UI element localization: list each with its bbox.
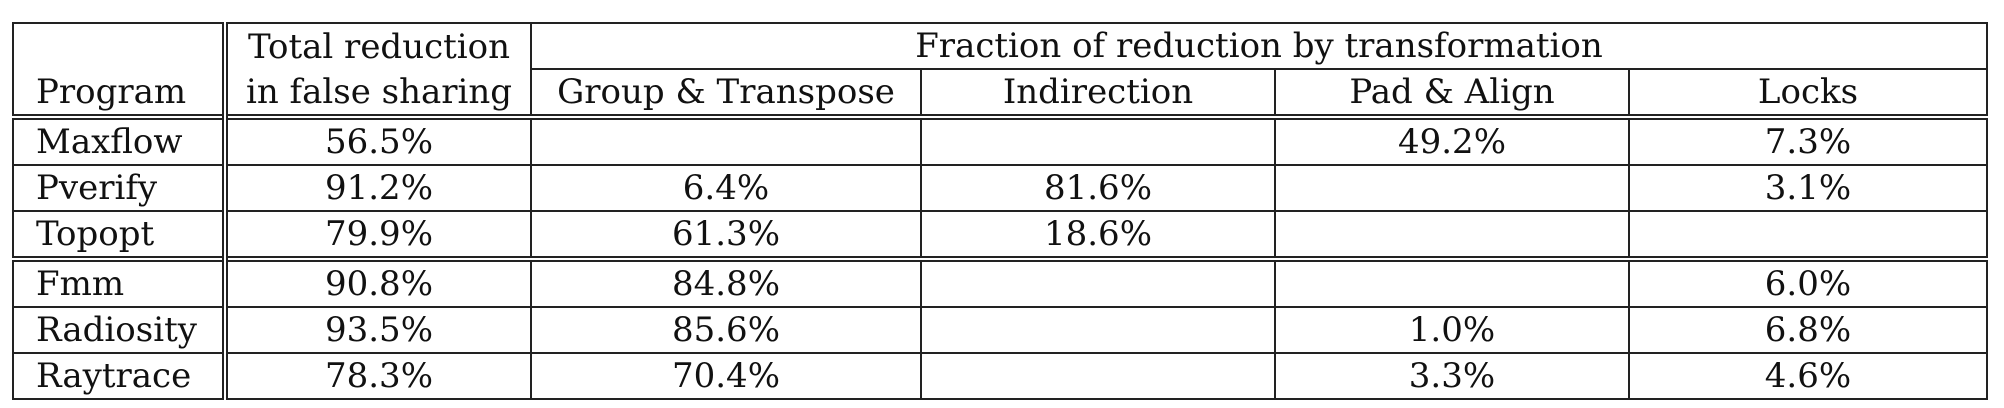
locks-value xyxy=(1628,210,1988,260)
header-row-1: Total reduction Fraction of reduction by… xyxy=(12,22,1988,70)
header-program-spacer xyxy=(12,22,228,69)
locks-value: 4.6% xyxy=(1628,352,1988,400)
total-reduction: 79.9% xyxy=(224,210,532,260)
program-name: Topopt xyxy=(12,210,228,260)
pad-align-value: 3.3% xyxy=(1274,352,1630,400)
header-program: Program xyxy=(12,69,228,118)
header-indirection: Indirection xyxy=(920,68,1276,118)
indirection-value xyxy=(920,306,1276,354)
table-row: Fmm 90.8% 84.8% 6.0% xyxy=(12,256,1988,308)
group-transpose-value xyxy=(530,114,922,166)
program-name: Radiosity xyxy=(12,306,228,354)
indirection-value xyxy=(920,352,1276,400)
table-row: Maxflow 56.5% 49.2% 7.3% xyxy=(12,114,1988,166)
group-transpose-value: 84.8% xyxy=(530,256,922,308)
total-reduction: 56.5% xyxy=(224,114,532,166)
indirection-value: 18.6% xyxy=(920,210,1276,260)
group-transpose-value: 61.3% xyxy=(530,210,922,260)
false-sharing-reduction-table: Total reduction Fraction of reduction by… xyxy=(12,22,1988,400)
header-group-transpose: Group & Transpose xyxy=(530,68,922,118)
indirection-value xyxy=(920,114,1276,166)
header-total-line2: in false sharing xyxy=(224,69,532,118)
total-reduction: 91.2% xyxy=(224,164,532,212)
table-row: Pverify 91.2% 6.4% 81.6% 3.1% xyxy=(12,164,1988,212)
header-row-2: Program in false sharing Group & Transpo… xyxy=(12,68,1988,118)
program-name: Maxflow xyxy=(12,114,228,166)
locks-value: 6.8% xyxy=(1628,306,1988,354)
pad-align-value xyxy=(1274,164,1630,212)
group-transpose-value: 6.4% xyxy=(530,164,922,212)
pad-align-value xyxy=(1274,210,1630,260)
table-row: Raytrace 78.3% 70.4% 3.3% 4.6% xyxy=(12,352,1988,400)
program-name: Fmm xyxy=(12,256,228,308)
table-row: Radiosity 93.5% 85.6% 1.0% 6.8% xyxy=(12,306,1988,354)
locks-value: 3.1% xyxy=(1628,164,1988,212)
header-fraction-group: Fraction of reduction by transformation xyxy=(530,22,1988,70)
pad-align-value: 49.2% xyxy=(1274,114,1630,166)
header-total-line1: Total reduction xyxy=(224,22,532,69)
header-pad-align: Pad & Align xyxy=(1274,68,1630,118)
group-transpose-value: 85.6% xyxy=(530,306,922,354)
locks-value: 6.0% xyxy=(1628,256,1988,308)
total-reduction: 78.3% xyxy=(224,352,532,400)
locks-value: 7.3% xyxy=(1628,114,1988,166)
header-locks: Locks xyxy=(1628,68,1988,118)
total-reduction: 90.8% xyxy=(224,256,532,308)
total-reduction: 93.5% xyxy=(224,306,532,354)
program-name: Pverify xyxy=(12,164,228,212)
indirection-value xyxy=(920,256,1276,308)
indirection-value: 81.6% xyxy=(920,164,1276,212)
pad-align-value xyxy=(1274,256,1630,308)
table-row: Topopt 79.9% 61.3% 18.6% xyxy=(12,210,1988,260)
group-transpose-value: 70.4% xyxy=(530,352,922,400)
pad-align-value: 1.0% xyxy=(1274,306,1630,354)
program-name: Raytrace xyxy=(12,352,228,400)
